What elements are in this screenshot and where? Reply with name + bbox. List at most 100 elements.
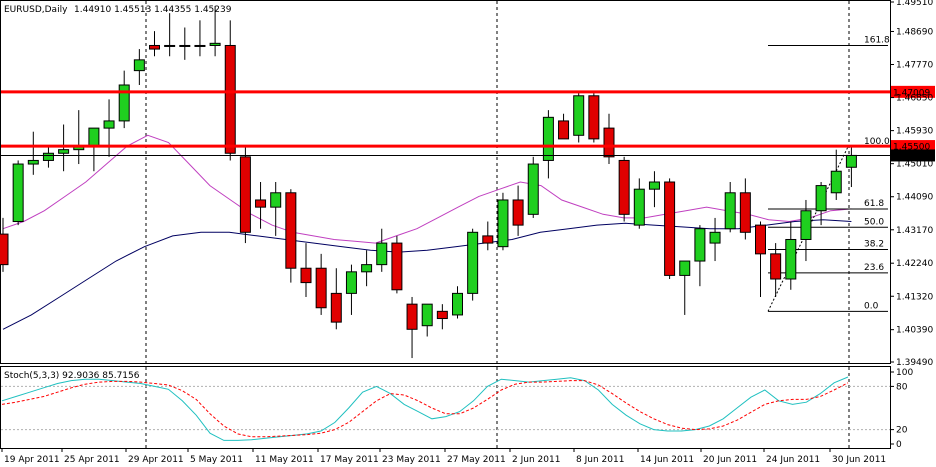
candle-body	[679, 260, 691, 276]
candle-body	[452, 292, 463, 316]
candle-body	[497, 199, 509, 248]
candle-body	[467, 231, 479, 294]
date-tick-label: 29 Apr 2011	[128, 455, 184, 465]
candle-body	[664, 181, 676, 276]
candle-body	[845, 154, 857, 168]
fib-label-50-0: 50.0	[864, 217, 884, 227]
price-tick-label: 1.40390	[896, 326, 933, 336]
candle-body	[133, 59, 145, 72]
moving-averages	[2, 134, 852, 330]
candle	[270, 182, 282, 236]
candle-body	[800, 210, 812, 240]
date-tick-label: 25 Apr 2011	[64, 455, 120, 465]
fib-label-23-6: 23.6	[864, 263, 884, 273]
price-tick-label: 1.47770	[896, 61, 933, 71]
candle-body	[0, 233, 9, 266]
candle	[679, 260, 691, 315]
candle	[724, 182, 736, 233]
price-tick-label: 1.49510	[896, 0, 933, 8]
date-tick-label: 20 Jun 2011	[703, 455, 757, 465]
candle	[361, 250, 373, 287]
candle	[588, 92, 600, 143]
candle-body	[300, 267, 312, 284]
main-panel-frame	[0, 0, 891, 364]
candle-body	[270, 192, 282, 208]
candle-body	[103, 120, 115, 129]
candle-body	[724, 192, 736, 230]
price-tick-label: 1.48690	[896, 27, 933, 37]
candle	[527, 156, 539, 218]
candle	[315, 253, 327, 315]
candle	[497, 192, 509, 251]
date-tick-label: 2 Jun 2011	[512, 455, 560, 465]
date-tick-label: 23 May 2011	[382, 455, 441, 465]
candle	[12, 160, 24, 226]
candle	[633, 178, 645, 229]
price-tick-label: 1.41320	[896, 292, 933, 302]
candle	[452, 286, 463, 319]
date-tick-label: 24 Jun 2011	[766, 455, 820, 465]
candle-body	[58, 149, 70, 154]
candle-body	[770, 253, 782, 280]
candle-body	[755, 224, 766, 255]
price-tick-label: 1.45010	[896, 160, 933, 170]
candle-body	[785, 238, 797, 280]
price-tag-text-1.45239: 1.45239	[893, 152, 930, 162]
candle	[436, 304, 448, 330]
candle	[648, 171, 660, 208]
candle	[239, 146, 251, 244]
candle-body	[118, 84, 130, 122]
candle-body	[815, 185, 827, 212]
candle	[406, 296, 418, 359]
candle	[179, 27, 191, 60]
date-axis: 19 Apr 2011 25 Apr 2011 29 Apr 2011 5 May 2…	[1, 448, 886, 465]
candle-body	[88, 127, 100, 147]
price-tick-label: 1.45930	[896, 127, 933, 137]
price-tick-label: 1.44090	[896, 193, 933, 203]
fib-label-100-0: 100.0	[864, 137, 890, 147]
date-tick-label: 11 May 2011	[255, 455, 314, 465]
candle	[664, 178, 676, 280]
candle-body	[573, 95, 585, 136]
candle-body	[406, 303, 418, 330]
candle	[194, 20, 206, 57]
candle	[133, 49, 145, 85]
candle-body	[315, 267, 327, 309]
price-tag-1.45500	[891, 140, 935, 153]
fib-label-61-8: 61.8	[864, 199, 884, 209]
candle	[421, 303, 433, 337]
stochastic-oscillator: 100 80 20 0	[1, 368, 913, 450]
price-tag-1.45239	[891, 149, 935, 162]
candle-body	[194, 44, 206, 47]
candle	[512, 185, 524, 236]
candle	[709, 217, 721, 262]
ma-fast-line	[2, 134, 852, 244]
candle-body	[436, 310, 448, 320]
candle-body	[512, 199, 524, 226]
ohlc-readout: 1.44910 1.45513 1.44355 1.45239	[74, 5, 232, 15]
candle	[391, 235, 403, 294]
price-tick-label: 1.43170	[896, 226, 933, 236]
candle-body	[830, 170, 842, 194]
candle	[300, 243, 312, 297]
candle-body	[361, 264, 373, 273]
candle	[618, 156, 630, 222]
candle	[830, 149, 842, 200]
candle	[542, 110, 554, 179]
chart-title: EURUSD,Daily	[4, 5, 68, 15]
candle-body	[376, 242, 388, 266]
price-tag-1.47009	[891, 85, 935, 98]
candles	[0, 5, 857, 359]
date-tick-label: 19 Apr 2011	[4, 455, 60, 465]
price-tag-text-1.47009: 1.47009	[893, 88, 930, 98]
candle-body	[330, 292, 342, 323]
fib-label-0-0: 0.0	[864, 301, 879, 311]
candle-body	[149, 44, 160, 50]
candle	[770, 243, 782, 297]
candle	[573, 92, 585, 143]
candle	[330, 268, 342, 330]
candle	[209, 5, 221, 57]
candle-body	[588, 95, 600, 140]
